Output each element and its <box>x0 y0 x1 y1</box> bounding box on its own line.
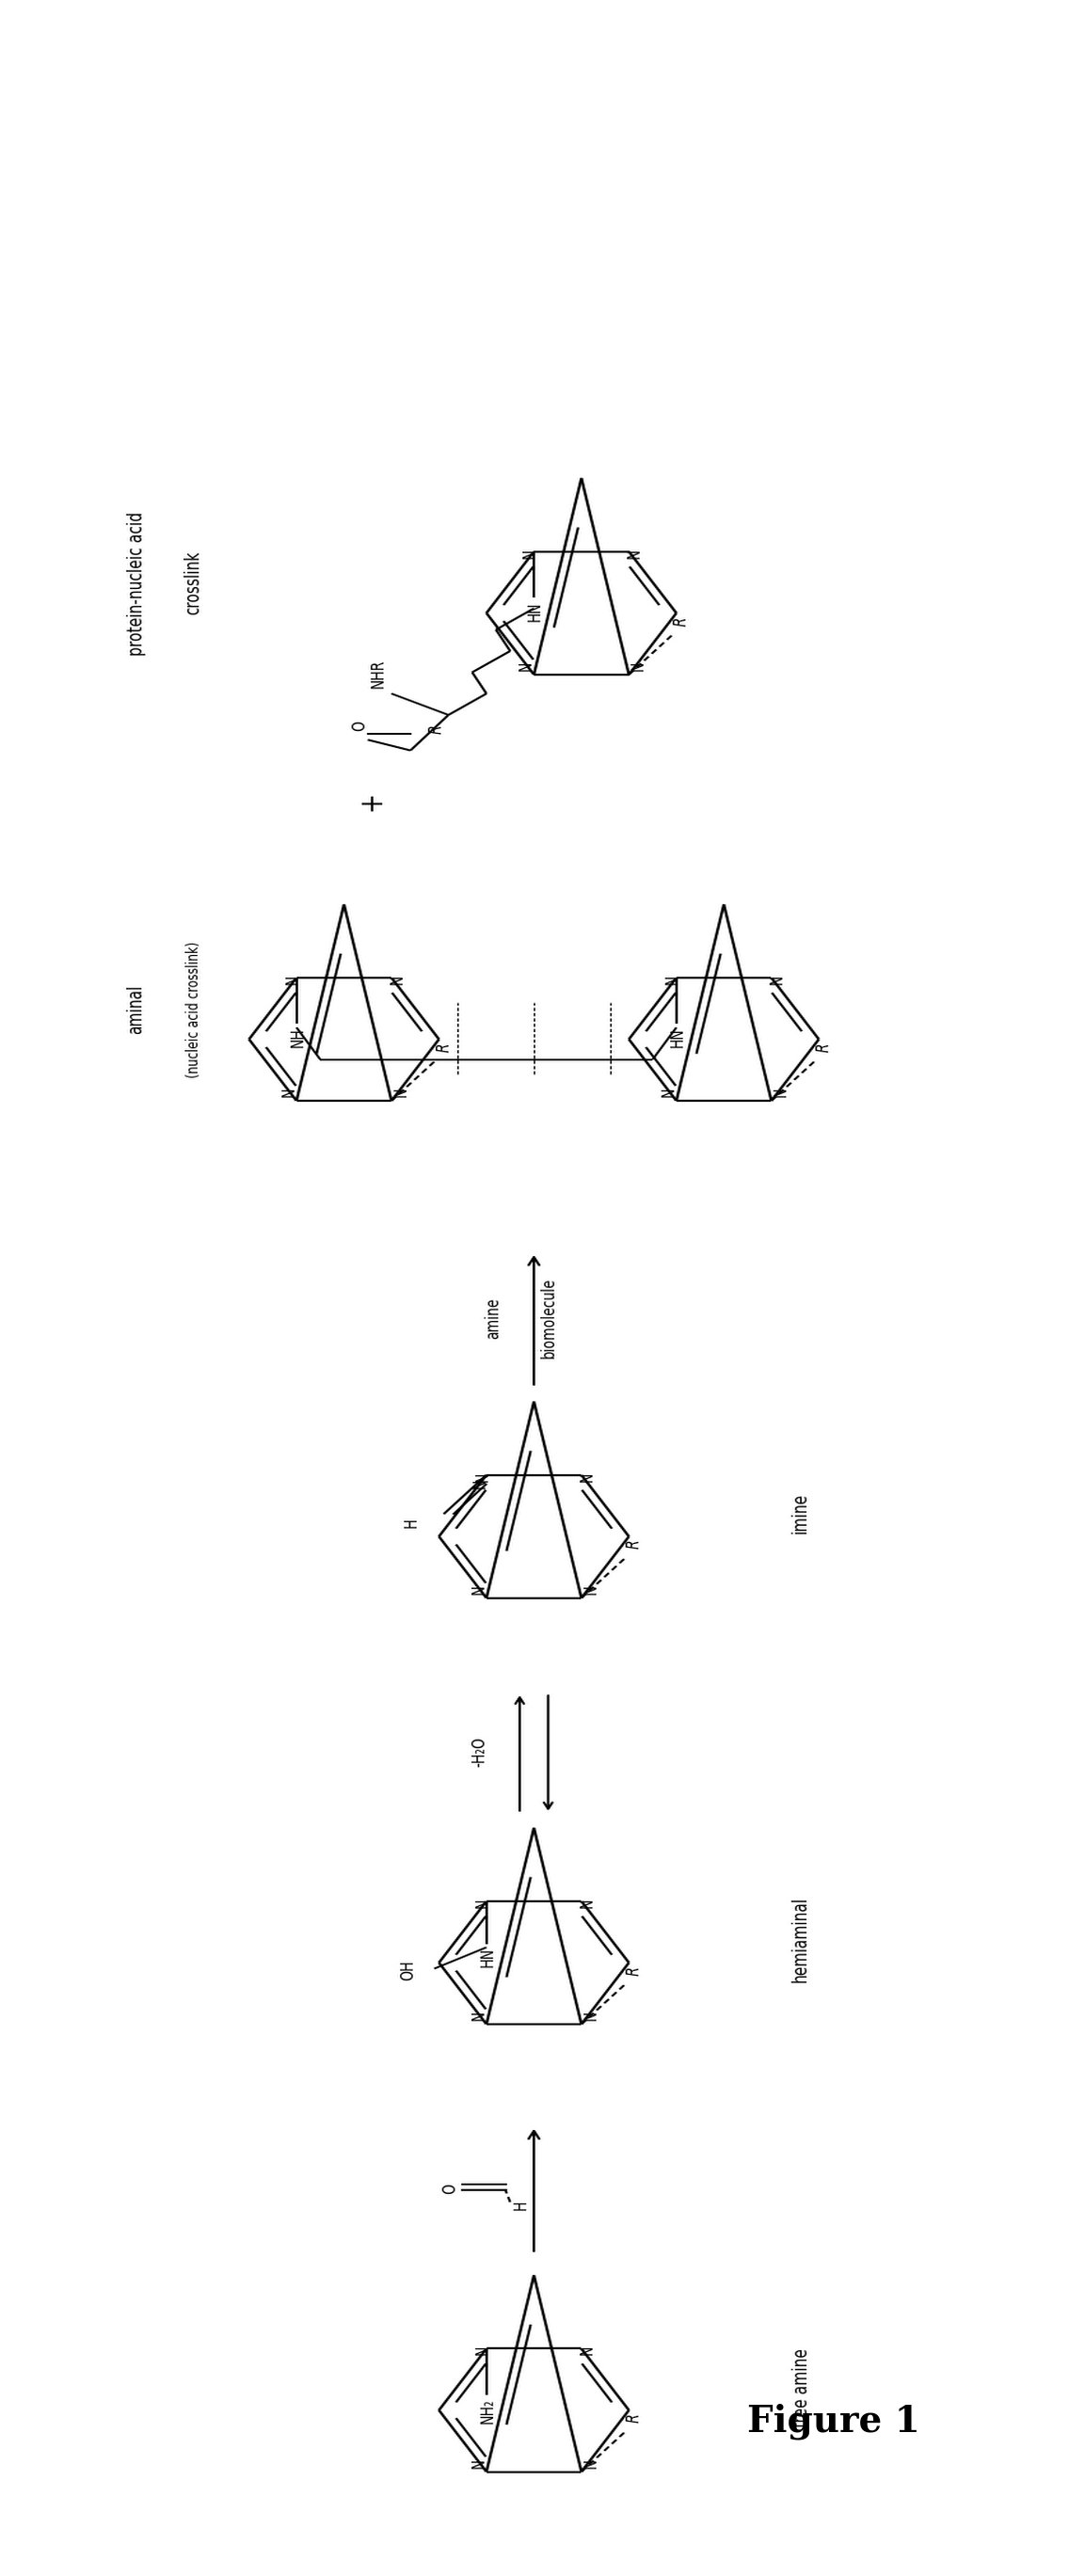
Text: Figure 1: Figure 1 <box>747 2403 920 2439</box>
